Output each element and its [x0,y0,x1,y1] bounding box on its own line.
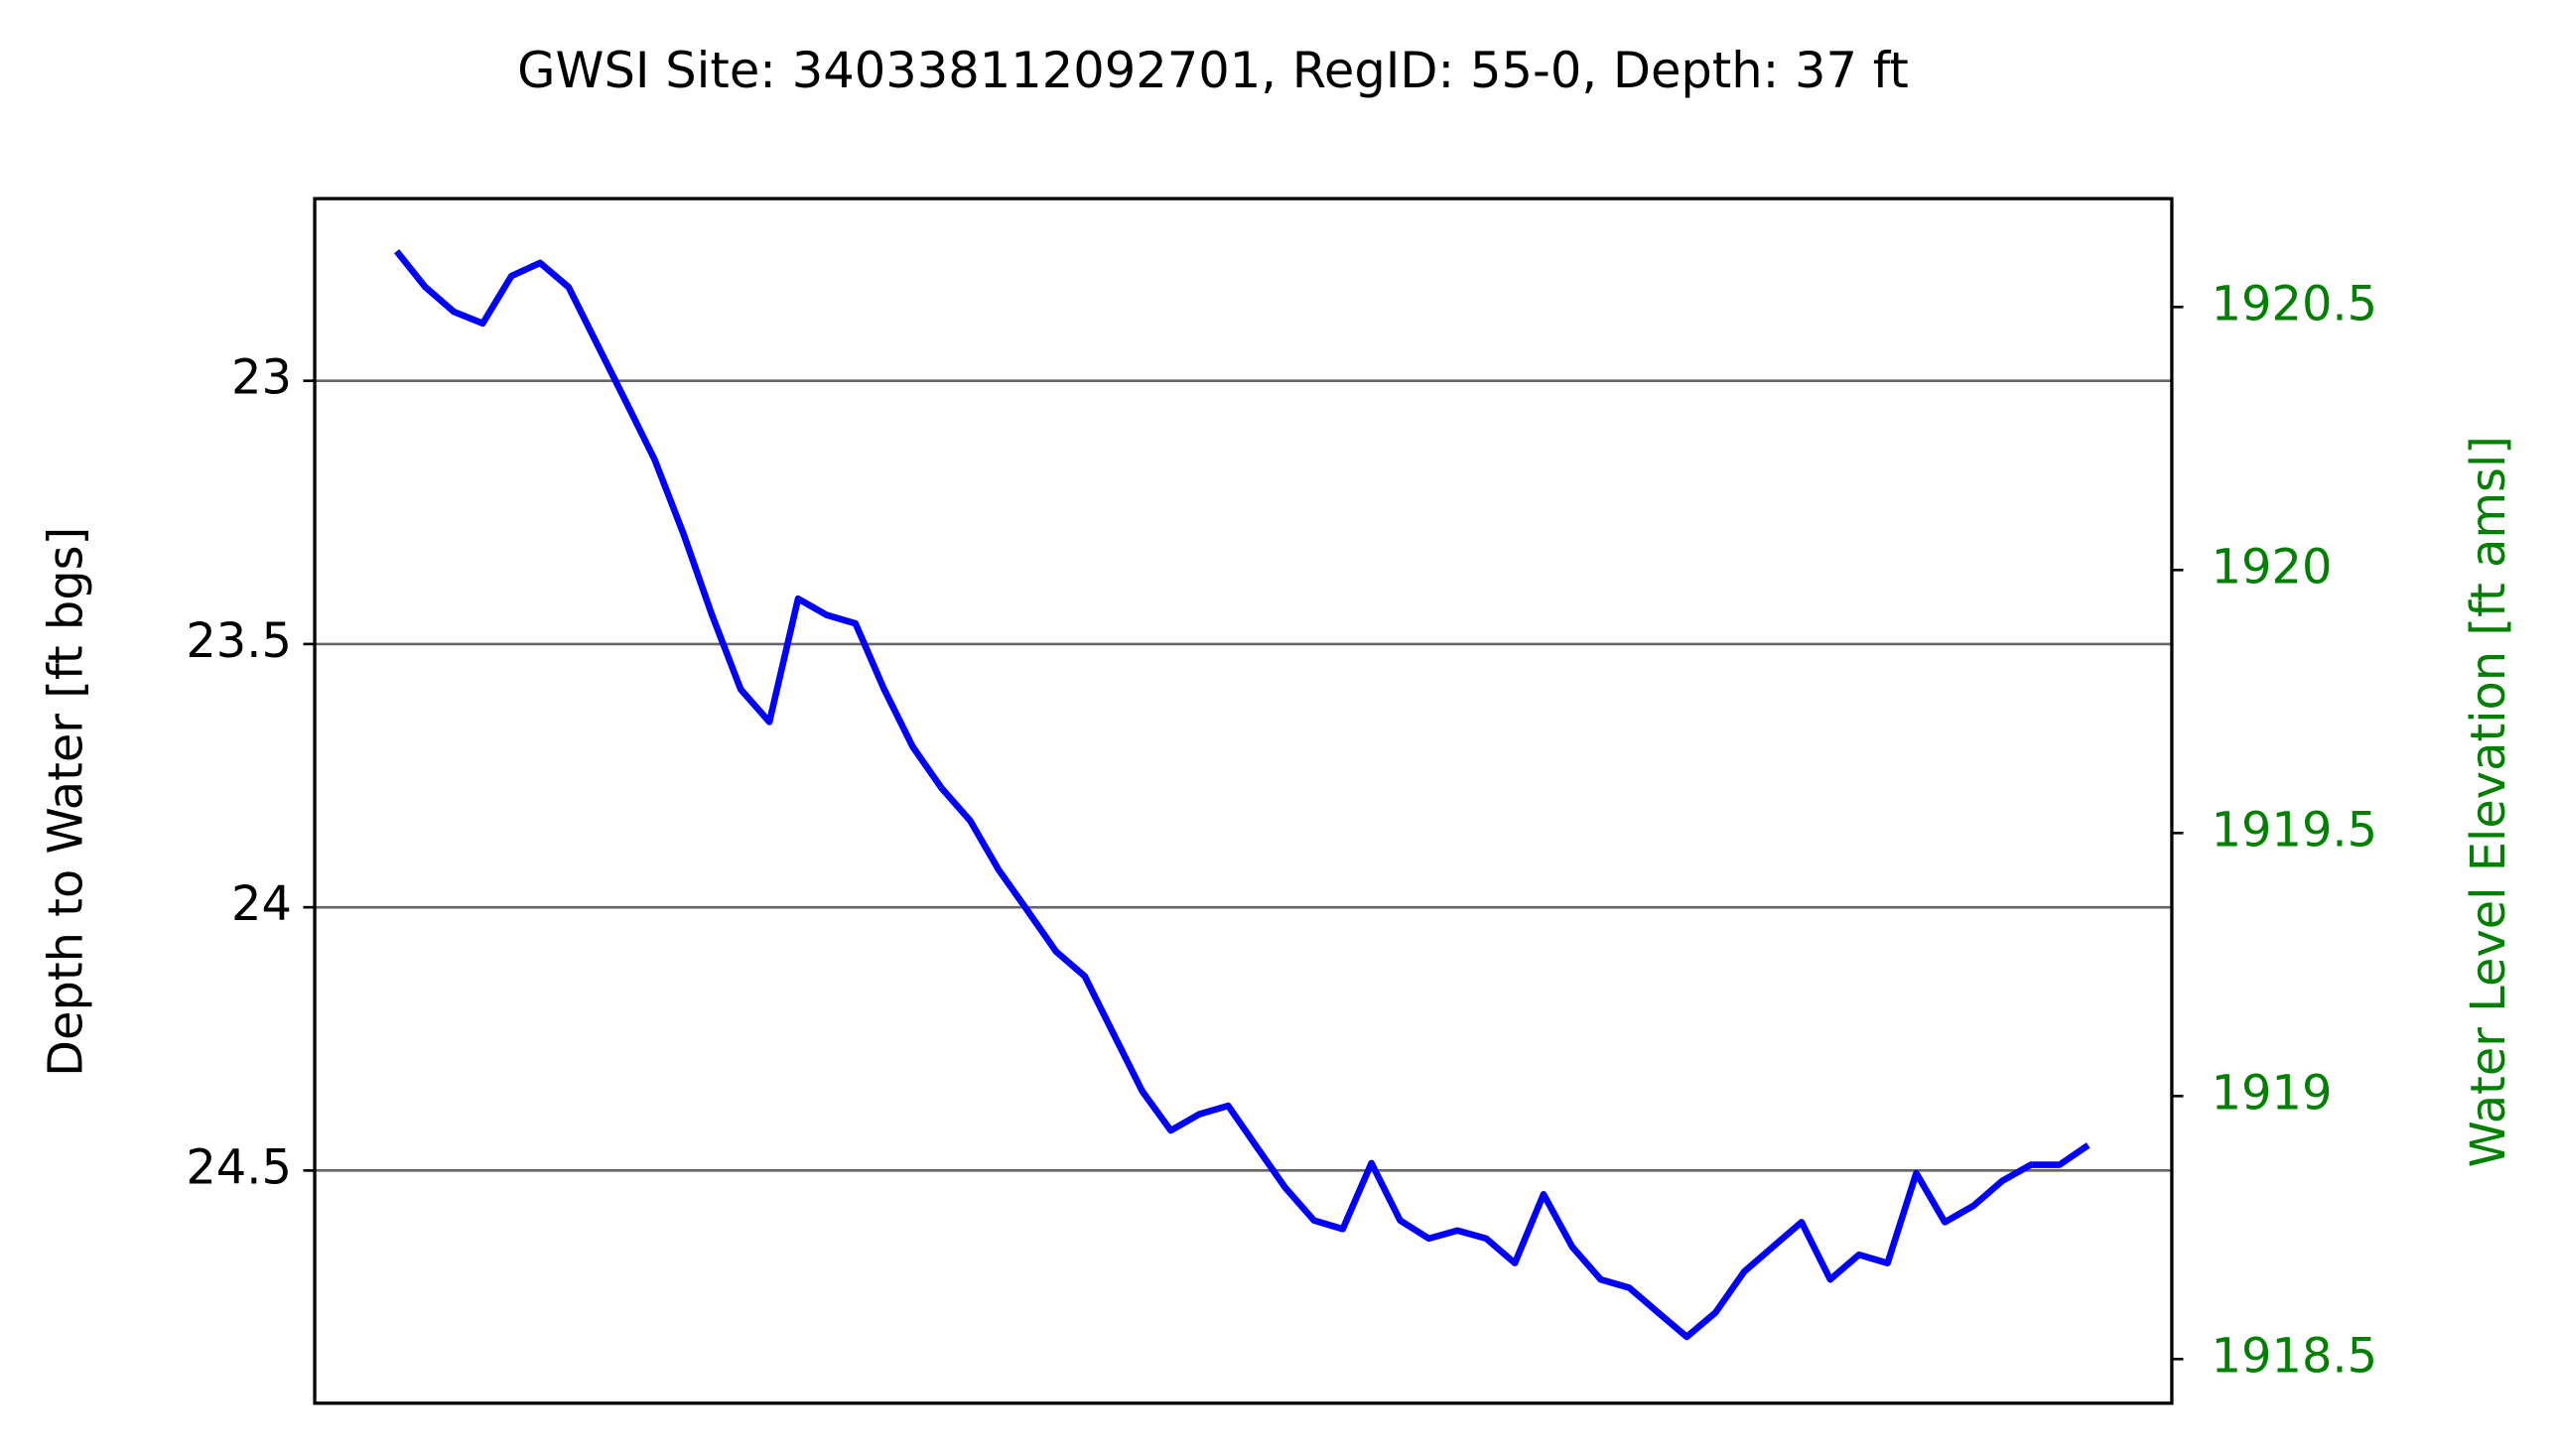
data-line [394,249,2090,1341]
y-axis-label: Depth to Water [ft bgs] [39,527,93,1077]
y-tick-label: 23.5 [186,614,292,669]
y2-axis-label: Water Level Elevation [ft amsl] [2462,436,2516,1168]
chart-title: GWSI Site: 340338112092701, RegID: 55-0,… [517,42,1909,99]
y-tick-label: 24 [231,877,292,932]
y-tick-label: 24.5 [186,1140,292,1195]
y2-tick-label: 1920.5 [2212,277,2378,331]
y2-tick-label: 1918.5 [2212,1329,2378,1384]
y2-tick-label: 1919 [2212,1066,2333,1121]
plot-frame [313,197,2174,1405]
y2-tick-label: 1919.5 [2212,803,2378,858]
y-tick-label: 23 [231,351,292,406]
y2-tick-label: 1920 [2212,540,2333,595]
